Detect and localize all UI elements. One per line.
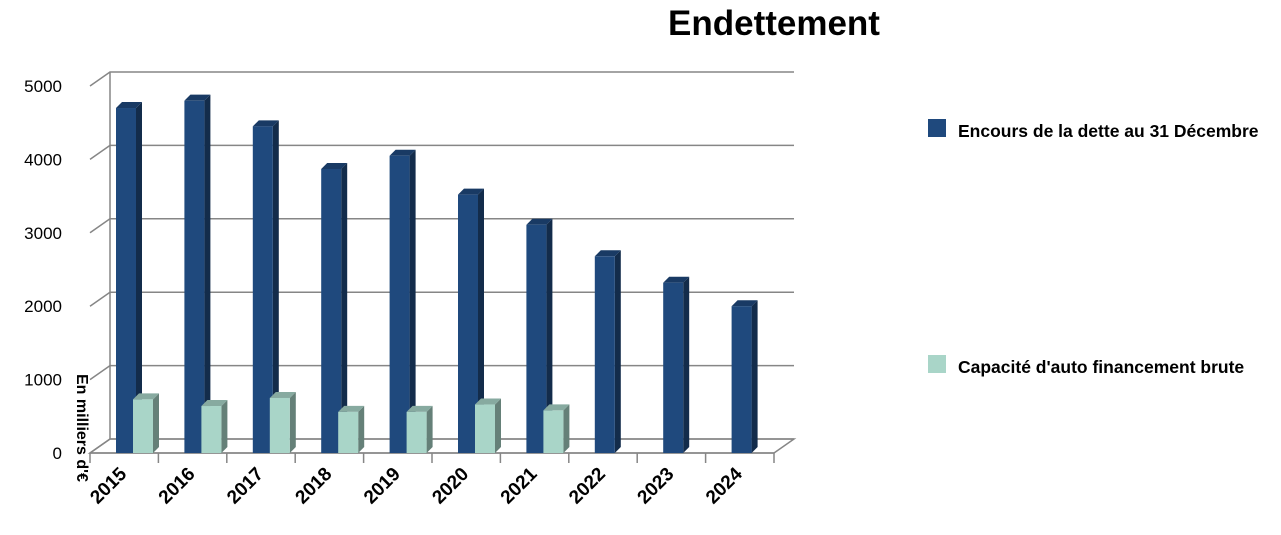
gridline: [89, 144, 794, 161]
x-tick-label: 2015: [86, 463, 131, 508]
bar-caf-2019: [406, 405, 433, 453]
bar-caf-2020: [475, 398, 501, 453]
bar-encours-2021: [526, 218, 553, 453]
legend-swatch: [928, 355, 946, 373]
bar-caf-2016: [201, 400, 228, 453]
legend-swatch: [928, 119, 946, 137]
bar-encours-2015: [116, 102, 142, 454]
bar-caf-2015: [133, 393, 159, 453]
bar-encours-2023: [663, 276, 690, 453]
bar-caf-2017: [269, 391, 296, 453]
y-tick-label: 1000: [24, 371, 62, 390]
bar-encours-2016: [184, 94, 211, 454]
x-tick-label: 2016: [155, 464, 200, 509]
legend-label: Capacité d'auto financement brute: [958, 357, 1245, 377]
y-tick-label: 0: [53, 444, 62, 463]
x-tick-label: 2017: [223, 464, 268, 509]
chart-title: Endettement: [668, 4, 880, 43]
y-tick-label: 5000: [24, 77, 62, 96]
bar-encours-2022: [594, 250, 621, 453]
gridline: [89, 291, 794, 307]
x-tick-label: 2024: [702, 463, 747, 508]
bar-encours-2020: [458, 188, 484, 453]
gridline: [89, 218, 794, 234]
y-tick-label: 3000: [24, 224, 62, 243]
x-tick-label: 2021: [497, 463, 542, 508]
x-tick-label: 2020: [428, 464, 473, 509]
x-tick-label: 2022: [565, 464, 610, 509]
bar-encours-2024: [731, 300, 758, 453]
x-tick-label: 2019: [360, 464, 405, 509]
legend-label: Encours de la dette au 31 Décembre: [958, 121, 1259, 141]
bar-encours-2018: [321, 162, 348, 453]
bar-caf-2018: [338, 405, 365, 453]
y-axis-label: En milliers d'€: [73, 374, 90, 482]
y-tick-label: 4000: [24, 150, 62, 169]
x-tick-label: 2023: [634, 464, 679, 509]
x-tick-label: 2018: [292, 464, 337, 509]
bar-encours-2017: [252, 120, 279, 454]
gridline: [89, 71, 794, 87]
bar-caf-2021: [543, 404, 570, 453]
y-tick-label: 2000: [24, 297, 62, 316]
gridline: [89, 364, 794, 381]
bar-encours-2019: [389, 149, 416, 454]
